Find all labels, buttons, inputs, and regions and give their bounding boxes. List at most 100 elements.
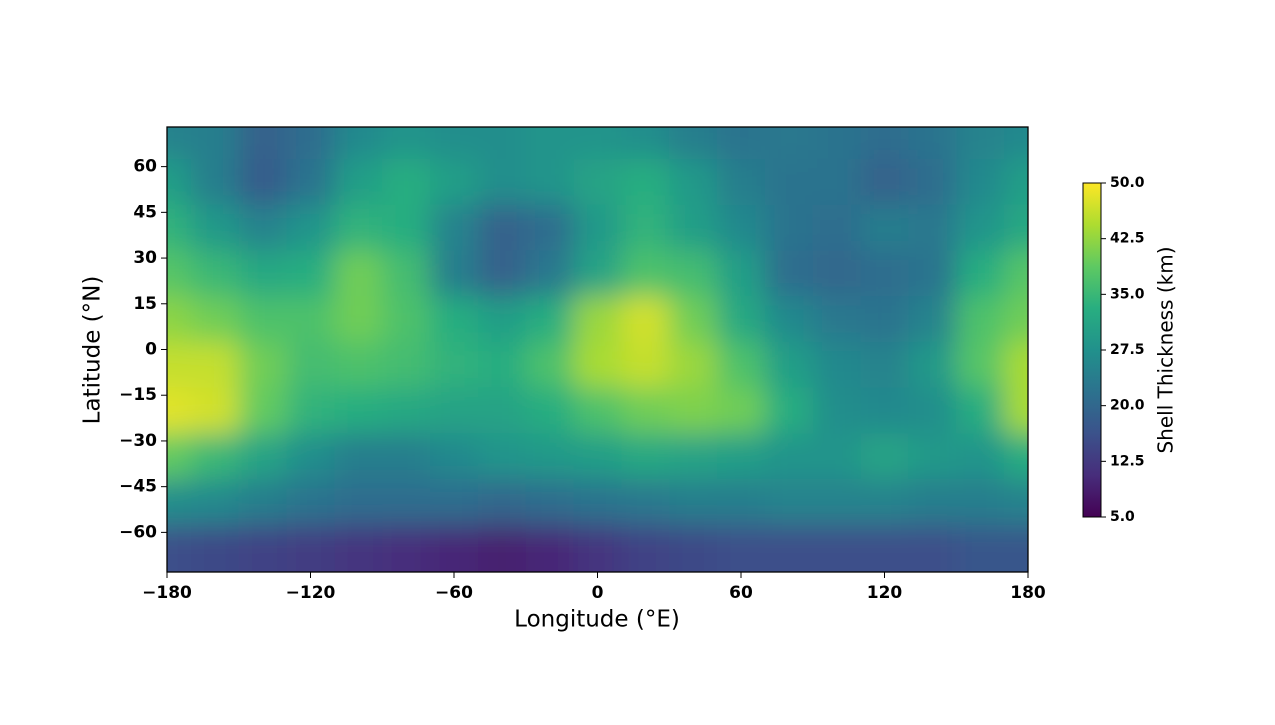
cell [382, 250, 431, 297]
x-tick-label: −60 [435, 583, 473, 603]
cell [525, 433, 575, 480]
cell [382, 127, 431, 160]
cell [190, 387, 240, 434]
cell [908, 250, 957, 297]
cell [764, 204, 814, 251]
cell [286, 204, 335, 251]
cell [525, 204, 575, 251]
cell [525, 250, 575, 297]
cell [238, 341, 288, 389]
cell [382, 433, 431, 480]
cell [717, 250, 766, 297]
cell [190, 524, 240, 572]
cell [621, 159, 670, 206]
cell [167, 127, 192, 160]
cell [956, 127, 1005, 160]
cell [717, 479, 766, 526]
cell [238, 159, 288, 206]
y-tick-label: −30 [119, 431, 157, 451]
cell [908, 296, 957, 343]
cell [573, 341, 622, 389]
cell [669, 204, 718, 251]
y-tick-label: 0 [145, 340, 157, 360]
cell [286, 127, 335, 160]
cell [669, 479, 718, 526]
cell [860, 127, 909, 160]
cell [430, 296, 479, 343]
cell [621, 341, 670, 389]
cell [573, 296, 622, 343]
cell [167, 341, 192, 389]
colorbar-tick-label: 20.0 [1110, 398, 1145, 414]
cell [908, 524, 957, 572]
cell [382, 524, 431, 572]
cell [764, 433, 814, 480]
cell [334, 433, 383, 480]
cell [573, 387, 622, 434]
cell [860, 387, 909, 434]
cell [717, 127, 766, 160]
cell [956, 250, 1005, 297]
cell [956, 341, 1005, 389]
cell [238, 250, 288, 297]
cell [167, 433, 192, 480]
cell [167, 387, 192, 434]
x-tick-label: 120 [867, 583, 903, 603]
cell [764, 296, 814, 343]
cell [382, 159, 431, 206]
cell [477, 433, 527, 480]
cell [956, 387, 1005, 434]
cell [573, 524, 622, 572]
colorbar-tick-label: 27.5 [1110, 342, 1145, 358]
cell [430, 341, 479, 389]
cell [167, 524, 192, 572]
cell [1004, 341, 1028, 389]
cell [334, 127, 383, 160]
cell [669, 387, 718, 434]
cell [525, 341, 575, 389]
cell [1004, 159, 1028, 206]
cell [812, 127, 862, 160]
cell [286, 250, 335, 297]
cell [908, 127, 957, 160]
cell [860, 479, 909, 526]
y-tick-label: 45 [133, 202, 157, 222]
cell [190, 204, 240, 251]
colorbar-tick-label: 50.0 [1110, 175, 1145, 191]
cell [382, 296, 431, 343]
cell [238, 479, 288, 526]
cell [190, 341, 240, 389]
cell [167, 250, 192, 297]
colorbar-tick-label: 12.5 [1110, 453, 1145, 469]
cell [621, 127, 670, 160]
cell [812, 250, 862, 297]
y-tick-label: 30 [133, 248, 157, 268]
cell [764, 479, 814, 526]
cell [382, 479, 431, 526]
cell [334, 524, 383, 572]
cell [525, 524, 575, 572]
cell [669, 159, 718, 206]
cell [908, 387, 957, 434]
cell [430, 250, 479, 297]
cell [956, 296, 1005, 343]
cell [621, 204, 670, 251]
cell [908, 341, 957, 389]
cell [238, 387, 288, 434]
cell [190, 127, 240, 160]
cell [956, 524, 1005, 572]
cell [286, 479, 335, 526]
cell [717, 341, 766, 389]
cell [334, 204, 383, 251]
cell [717, 296, 766, 343]
colorbar-label: Shell Thickness (km) [1154, 246, 1178, 453]
cell [477, 159, 527, 206]
cell [286, 296, 335, 343]
cell [1004, 250, 1028, 297]
colorbar [1082, 182, 1102, 518]
cell [477, 524, 527, 572]
cell [717, 159, 766, 206]
cell [1004, 387, 1028, 434]
cell [764, 127, 814, 160]
cell [812, 204, 862, 251]
